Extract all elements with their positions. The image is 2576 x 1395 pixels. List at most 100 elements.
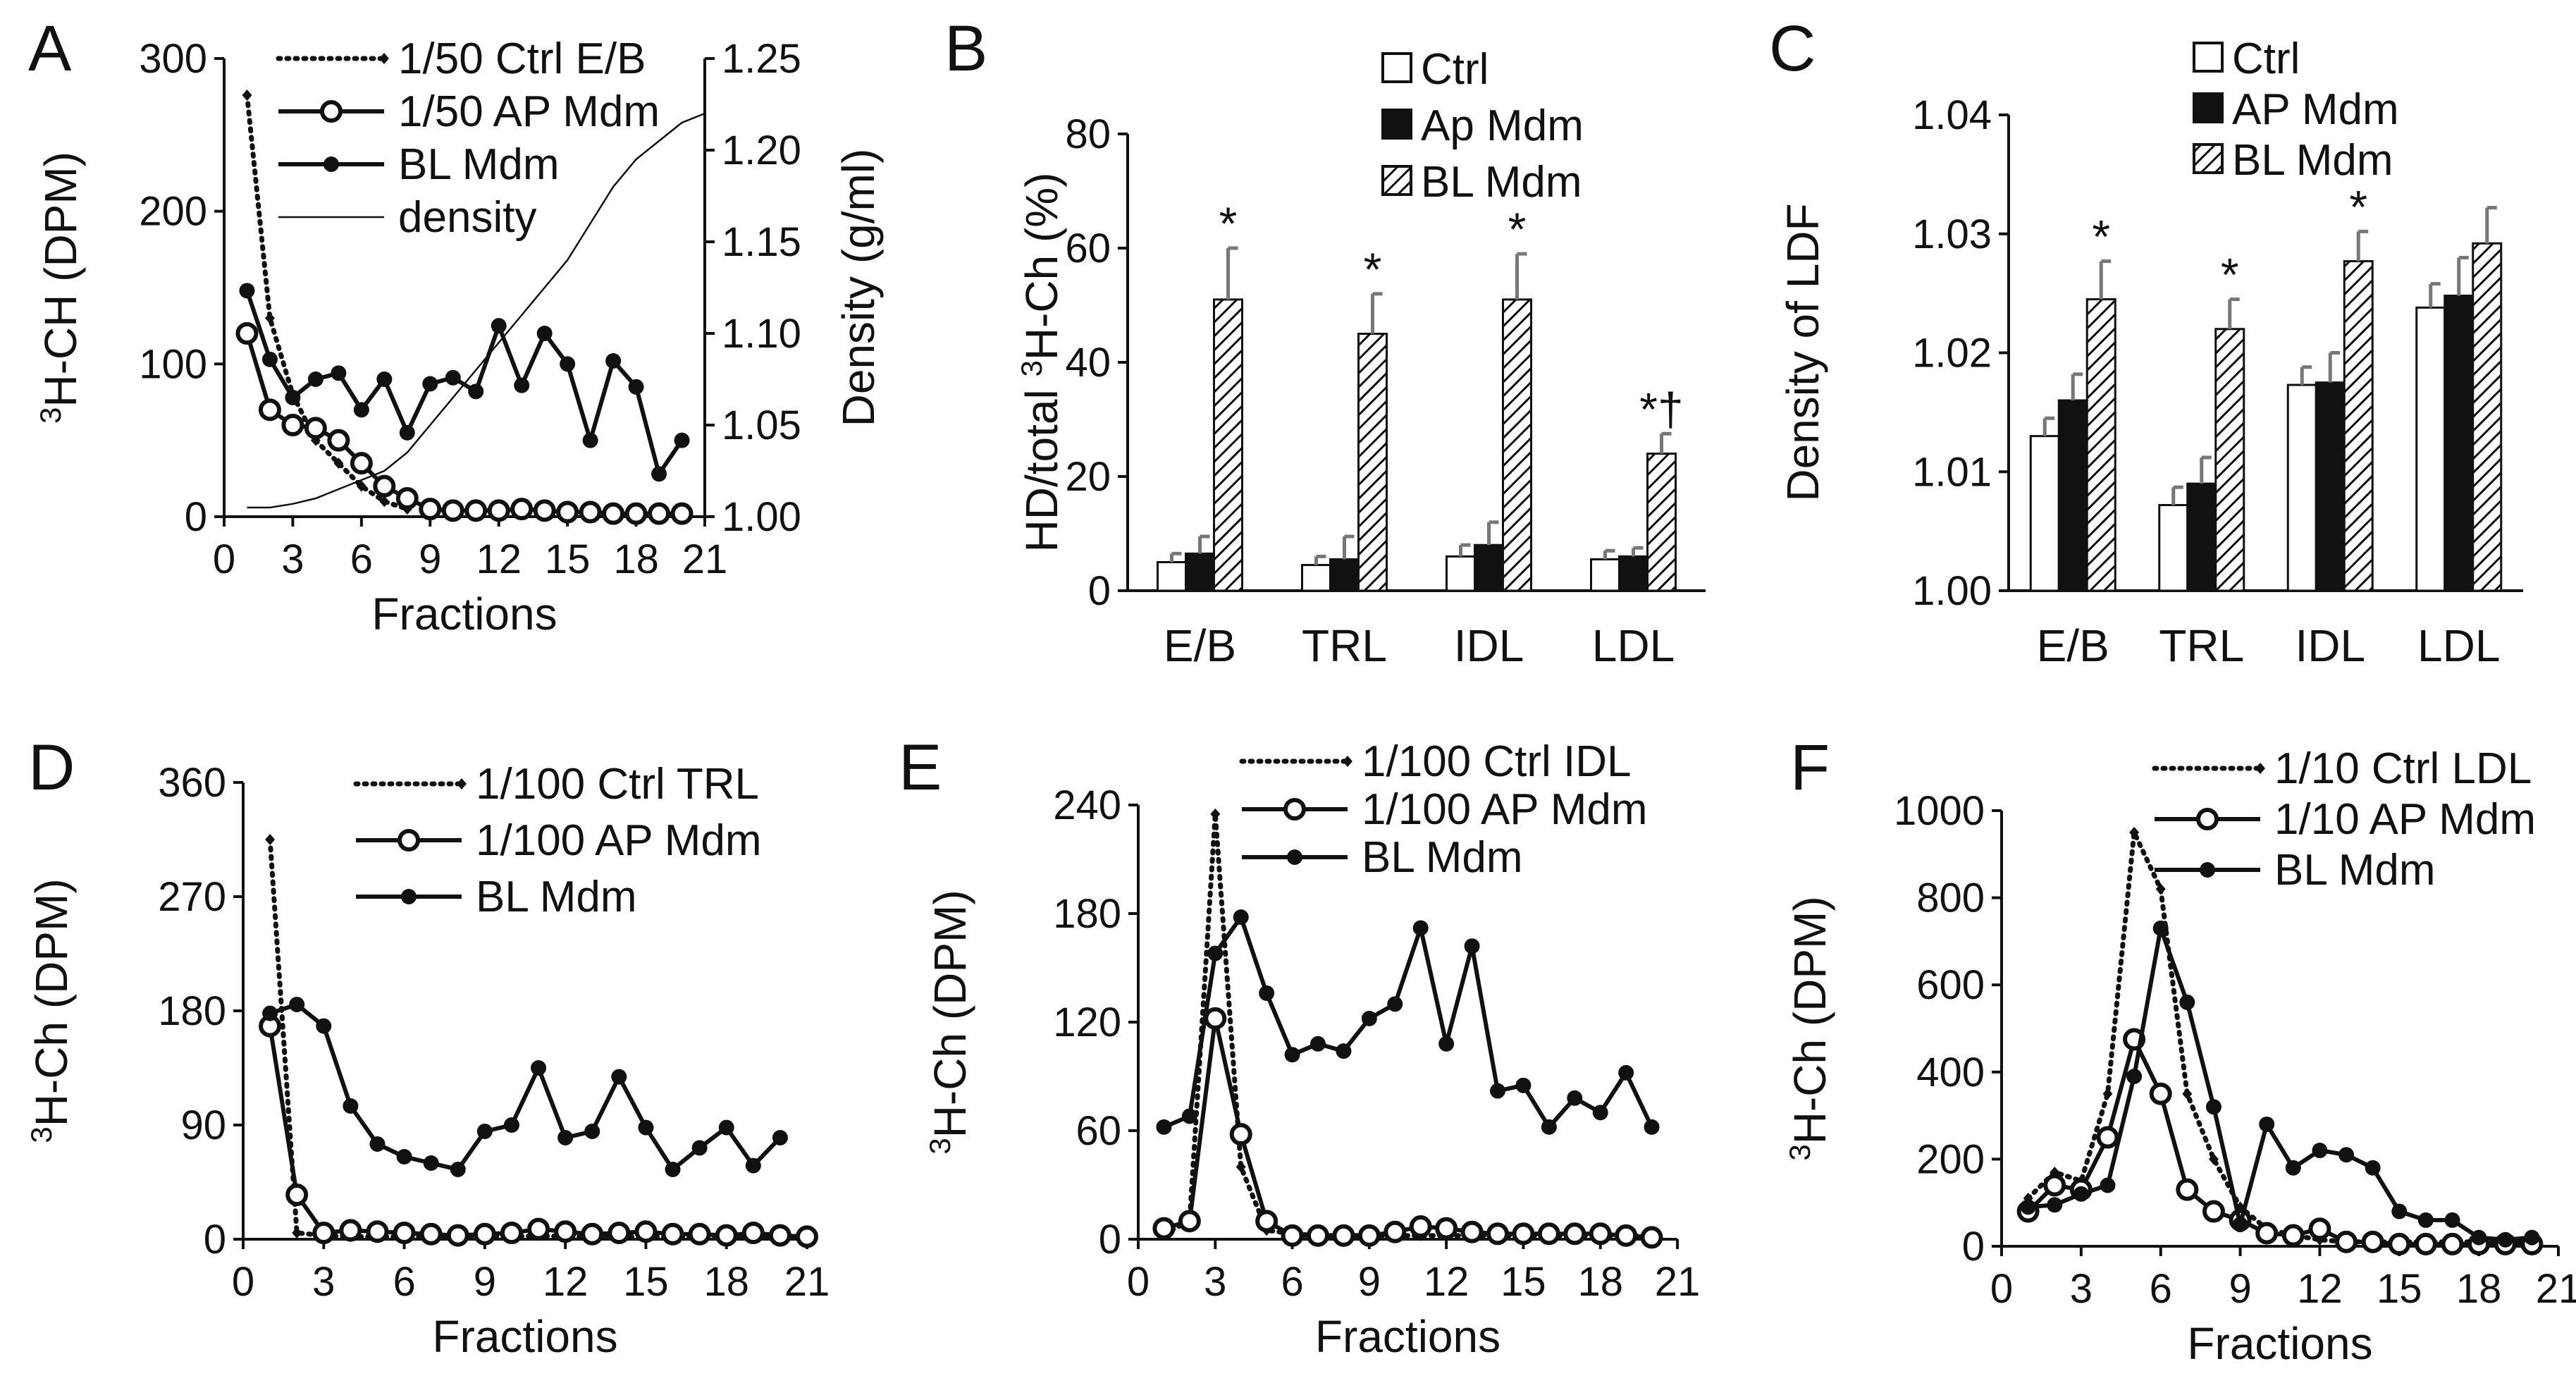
x-tick-label: 12	[1424, 1259, 1469, 1305]
legend-marker	[401, 889, 417, 904]
data-point	[285, 390, 301, 405]
data-point	[796, 1225, 818, 1248]
y-axis-label-rest: H-Ch (DPM)	[26, 878, 77, 1126]
data-point	[772, 1130, 788, 1145]
data-point	[2312, 1143, 2328, 1159]
x-tick-label: 18	[1577, 1259, 1623, 1305]
data-point	[768, 1224, 791, 1247]
data-point	[289, 997, 305, 1012]
data-point	[2338, 1147, 2355, 1163]
data-point	[1204, 1007, 1227, 1030]
x-tick-label: 0	[213, 536, 235, 582]
category-label: TRL	[1302, 620, 1387, 671]
y-axis-label: 3H-Ch (DPM)	[25, 878, 77, 1143]
series-bl-mdm	[2020, 920, 2540, 1248]
series-1-50-ap-mdm	[235, 322, 694, 525]
x-tick-label: 12	[543, 1259, 588, 1305]
data-point	[2444, 1212, 2460, 1228]
panel-label: C	[1769, 13, 1816, 85]
category-label: E/B	[1164, 620, 1236, 671]
data-point	[514, 377, 530, 393]
legend-label: 1/50 Ctrl E/B	[398, 35, 646, 83]
y-tick-label: 20	[1065, 454, 1111, 500]
category-label: TRL	[2159, 620, 2244, 671]
data-point	[1567, 1090, 1583, 1106]
data-point	[1383, 1220, 1407, 1243]
bar	[1646, 453, 1677, 592]
y-axis-label-rest: H-CH (DPM)	[35, 152, 86, 407]
data-point	[1178, 1210, 1201, 1233]
y-tick-label: 0	[204, 1217, 226, 1262]
data-point	[1464, 938, 1480, 954]
data-point	[691, 1140, 708, 1156]
y2-tick-label: 1.15	[722, 219, 801, 265]
x-axis-label: Fractions	[371, 589, 557, 639]
legend-swatch	[1381, 165, 1412, 196]
data-point	[560, 356, 576, 372]
data-point	[379, 496, 390, 508]
data-point	[1310, 1036, 1326, 1052]
legend-label: 1/100 Ctrl TRL	[476, 760, 759, 809]
y-axis-label: HD/total 3H-Ch (%)	[1015, 173, 1067, 553]
x-tick-label: 6	[350, 536, 373, 582]
series-line	[245, 92, 410, 512]
x-tick-label: 6	[2150, 1266, 2172, 1312]
data-point	[2129, 826, 2140, 838]
y-tick-label: 1000	[1894, 788, 1985, 834]
bar	[2158, 504, 2189, 592]
category-label: LDL	[1592, 620, 1675, 671]
x-tick-label: 21	[2536, 1266, 2576, 1312]
legend-swatch	[2193, 42, 2224, 73]
bar	[1502, 298, 1532, 592]
data-point	[2335, 1230, 2358, 1253]
series-1-50-ctrl-e-b	[242, 90, 412, 515]
data-point	[533, 499, 556, 522]
bar	[2286, 383, 2317, 592]
data-point	[557, 1130, 574, 1145]
legend-label: 1/100 AP Mdm	[1362, 785, 1648, 834]
y-axis-label-pre: HD/total	[1016, 377, 1067, 553]
data-point	[1207, 945, 1224, 961]
data-point	[239, 283, 255, 299]
data-point	[715, 1224, 738, 1247]
series-bl-mdm	[239, 283, 690, 482]
series-1-100-ap-mdm	[1152, 1007, 1663, 1249]
data-point	[393, 1222, 416, 1244]
bar	[2214, 328, 2245, 592]
data-point	[605, 353, 622, 369]
data-point	[304, 417, 327, 440]
y-tick-label: 60	[1065, 226, 1111, 271]
data-point	[536, 326, 553, 341]
x-tick-label: 6	[1281, 1259, 1303, 1305]
data-point	[2232, 1217, 2248, 1233]
data-point	[1438, 1036, 1455, 1052]
data-point	[399, 424, 415, 441]
x-tick-label: 3	[1204, 1259, 1226, 1305]
data-point	[1537, 1222, 1560, 1246]
bar	[2186, 482, 2217, 592]
legend-marker	[398, 829, 420, 852]
data-point	[2365, 1160, 2381, 1176]
data-point	[441, 499, 464, 522]
bar	[1357, 333, 1388, 592]
y-axis-label-sup: 3	[25, 1126, 58, 1143]
data-point	[1152, 1217, 1176, 1240]
data-point	[2391, 1203, 2408, 1219]
y-tick-label: 120	[1053, 1000, 1121, 1045]
bar	[2472, 242, 2503, 592]
y-tick-label: 1.02	[1912, 331, 1992, 376]
legend-label: AP Mdm	[2232, 85, 2399, 134]
y2-tick-label: 1.10	[722, 311, 801, 357]
data-point	[608, 1222, 631, 1244]
y2-tick-label: 1.20	[722, 128, 801, 173]
data-point	[366, 1220, 389, 1243]
data-point	[611, 1069, 627, 1085]
y-tick-label: 60	[1076, 1108, 1121, 1154]
legend-label: 1/10 AP Mdm	[2274, 795, 2536, 844]
data-point	[1235, 1161, 1246, 1173]
data-point	[262, 1005, 278, 1021]
panel-c: 1.00 1.01 1.02 1.03 1.04 E/B * TRL * IDL * LDL CtrlA…	[1777, 35, 2523, 671]
